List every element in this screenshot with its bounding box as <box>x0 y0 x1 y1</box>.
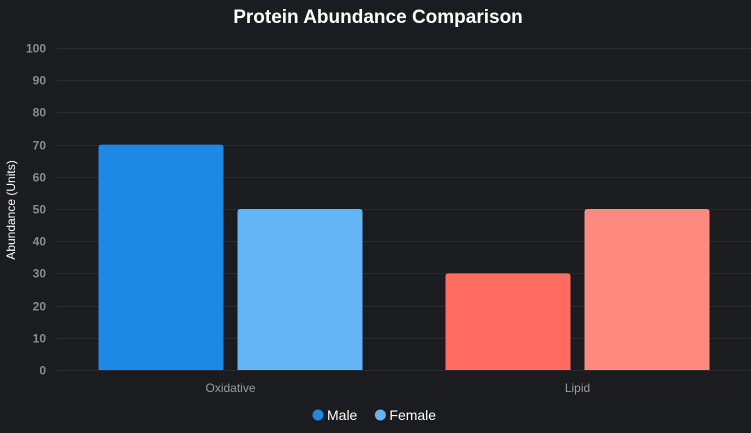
legend-label: Female <box>389 407 436 423</box>
y-tick-label: 20 <box>33 300 47 314</box>
x-tick-label: Oxidative <box>205 381 255 395</box>
legend: Male Female <box>312 407 436 423</box>
legend-label: Male <box>327 407 358 423</box>
x-tick-label: Lipid <box>565 381 590 395</box>
y-tick-label: 0 <box>39 364 46 378</box>
bar-male-oxidative[interactable] <box>98 144 224 370</box>
y-tick-label: 60 <box>33 171 47 185</box>
bar-female-oxidative[interactable] <box>237 209 363 370</box>
chart-title: Protein Abundance Comparison <box>233 7 523 28</box>
legend-item-male[interactable]: Male <box>312 407 358 423</box>
y-axis-label: Abundance (Units) <box>4 160 18 259</box>
y-tick-label: 100 <box>26 42 46 56</box>
y-tick-label: 70 <box>33 139 47 153</box>
x-axis-ticks: Oxidative Lipid <box>205 381 590 395</box>
y-tick-label: 90 <box>33 74 47 88</box>
y-tick-label: 40 <box>33 235 47 249</box>
legend-swatch <box>312 409 324 421</box>
y-tick-label: 50 <box>33 203 47 217</box>
y-tick-label: 80 <box>33 106 47 120</box>
y-axis-ticks: 0 10 20 30 40 50 60 70 80 90 100 <box>26 42 46 378</box>
y-tick-label: 30 <box>33 267 47 281</box>
y-tick-label: 10 <box>33 332 47 346</box>
legend-item-female[interactable]: Female <box>374 407 436 423</box>
bar-male-lipid[interactable] <box>445 273 571 370</box>
bar-female-lipid[interactable] <box>584 209 710 370</box>
legend-swatch <box>374 409 386 421</box>
bars <box>98 144 710 370</box>
